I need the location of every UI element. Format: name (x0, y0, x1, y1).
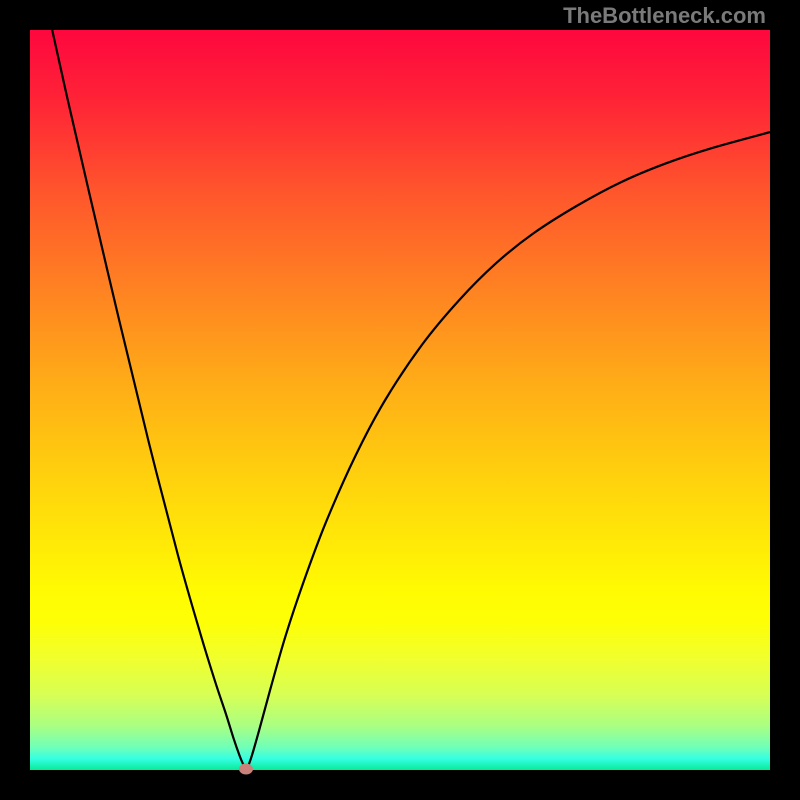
plot-area (30, 30, 770, 770)
optimum-marker (239, 763, 253, 774)
bottleneck-curve (52, 30, 770, 769)
watermark-text: TheBottleneck.com (563, 3, 766, 29)
chart-frame: TheBottleneck.com (0, 0, 800, 800)
curve-layer (30, 30, 770, 770)
